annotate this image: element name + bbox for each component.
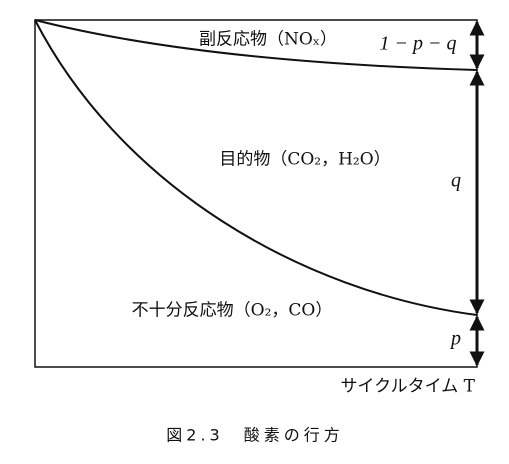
caption: 図2.3 酸素の行方 — [166, 426, 343, 445]
arrow-label: 1 − p − q — [380, 33, 457, 55]
upper-curve — [34, 19, 478, 71]
arrow-label: q — [451, 170, 461, 192]
region-label: 副反応物（NOₓ） — [199, 30, 337, 50]
region-label: 不十分反応物（O₂，CO） — [132, 301, 333, 321]
lower-curve — [34, 19, 478, 316]
region-label: 目的物（CO₂，H₂O） — [219, 150, 390, 170]
arrow-label: p — [449, 328, 461, 350]
x-axis-label: サイクルタイム T — [340, 377, 475, 397]
